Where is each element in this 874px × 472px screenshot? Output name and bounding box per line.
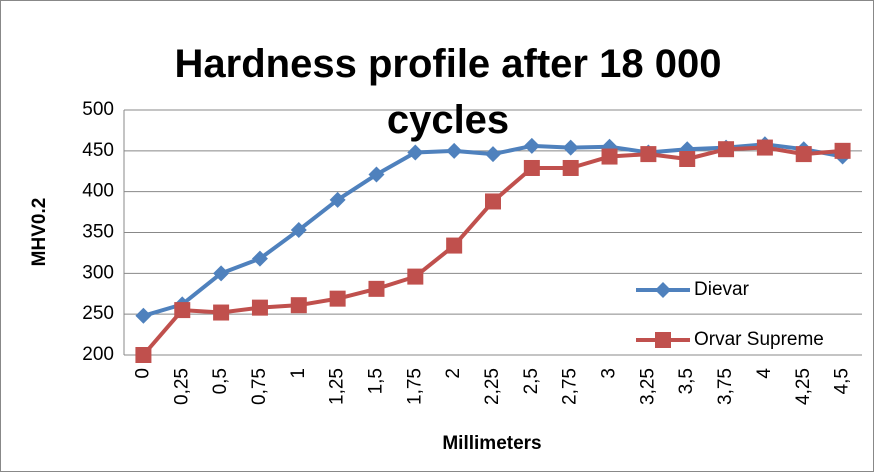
y-tick-label: 450	[82, 140, 114, 161]
data-point	[135, 347, 152, 363]
x-tick-label: 0,75	[249, 368, 270, 405]
y-tick-label: 400	[82, 181, 114, 202]
data-point	[446, 142, 463, 159]
x-tick-label: 4	[754, 368, 775, 379]
y-tick-label: 250	[82, 303, 114, 324]
data-point	[640, 146, 657, 163]
data-point	[485, 146, 501, 163]
x-tick-label: 1,75	[404, 368, 425, 405]
x-tick-label: 3,25	[637, 368, 658, 405]
x-tick-label: 3	[599, 368, 620, 379]
legend-label: Dievar	[694, 279, 750, 300]
x-tick-label: 1	[288, 368, 309, 379]
data-point	[174, 302, 191, 319]
data-point	[329, 290, 346, 307]
x-tick-label: 1,5	[365, 368, 386, 394]
y-tick-label: 200	[82, 344, 114, 365]
x-tick-label: 4,5	[832, 368, 853, 394]
data-point	[251, 250, 268, 267]
x-tick-label: 2,5	[521, 368, 542, 394]
data-point	[601, 148, 618, 165]
x-tick-label: 4,25	[793, 368, 814, 405]
data-point	[523, 137, 540, 154]
data-point	[290, 297, 307, 314]
data-point	[368, 280, 385, 297]
y-tick-label: 500	[82, 99, 114, 120]
data-point	[368, 166, 385, 183]
x-tick-label: 1,25	[327, 368, 348, 405]
x-tick-label: 2,25	[482, 368, 503, 405]
chart-title: Hardness profile after 18 000 cycles	[174, 42, 722, 142]
x-tick-label: 3,75	[715, 368, 736, 405]
data-point	[290, 222, 307, 239]
x-tick-label: 0,25	[171, 368, 192, 405]
data-point	[213, 265, 230, 282]
data-point	[562, 139, 579, 156]
data-point	[562, 159, 579, 176]
data-point	[834, 142, 851, 159]
data-point	[407, 268, 424, 285]
legend-marker	[655, 332, 671, 348]
x-tick-label: 0,5	[210, 368, 231, 394]
y-tick-label: 350	[82, 222, 114, 243]
data-point	[251, 299, 268, 316]
x-tick-label: 2,75	[560, 368, 581, 405]
x-axis-label: Millimeters	[442, 433, 541, 454]
data-point	[135, 307, 152, 324]
data-point	[523, 159, 540, 176]
y-axis-label: MHV0.2	[29, 198, 50, 267]
x-tick-label: 3,5	[676, 368, 697, 394]
x-tick-label: 2	[443, 368, 464, 379]
data-point	[485, 193, 501, 210]
data-point	[213, 304, 230, 321]
data-point	[329, 191, 346, 208]
legend-label: Orvar Supreme	[694, 329, 824, 350]
data-point	[718, 141, 735, 158]
data-point	[446, 237, 463, 254]
data-point	[679, 151, 696, 167]
data-point	[407, 144, 424, 161]
x-tick-label: 0	[132, 368, 153, 379]
legend-marker	[655, 282, 671, 298]
data-point	[795, 146, 812, 163]
y-tick-label: 300	[82, 262, 114, 283]
data-point	[756, 139, 773, 156]
